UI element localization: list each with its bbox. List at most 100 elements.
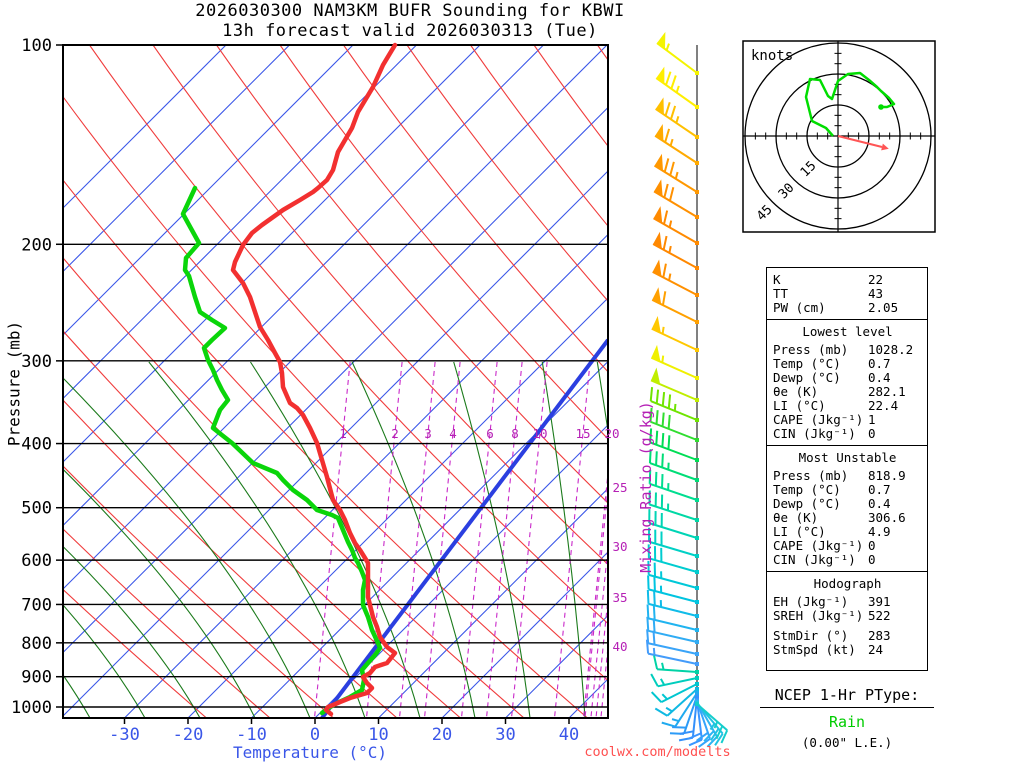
- barb-full: [710, 728, 720, 741]
- barb-half: [661, 662, 665, 670]
- stats-section-most-unstable: Most Unstable Press (mb) 818.9 Temp (°C) 0.7…: [767, 445, 927, 571]
- stats-panel: K 22 TT 43 PW (cm) 2.05 Lowest level Press (mb)…: [766, 267, 928, 671]
- barb-base-dot: [695, 682, 699, 686]
- stat-value: 391: [868, 594, 891, 609]
- dry-adiabat-line: [216, 45, 608, 504]
- barb-staff: [651, 327, 698, 351]
- barb-full: [654, 471, 658, 486]
- barb-staff: [696, 699, 703, 740]
- barb-half: [713, 721, 719, 729]
- barb-full: [645, 639, 650, 654]
- barb-pennant: [655, 97, 664, 115]
- stat-value: 0.7: [868, 356, 891, 371]
- barb-full: [650, 691, 663, 703]
- plot-frame: [62, 44, 609, 719]
- barb-full: [653, 591, 656, 606]
- isotherm-line: [63, 45, 417, 400]
- pressure-tick-label: 700: [21, 595, 52, 615]
- barb-base-dot: [695, 662, 699, 666]
- barb-base-dot: [695, 614, 699, 618]
- pressure-tick-label: 400: [21, 435, 52, 455]
- barb-staff: [656, 42, 698, 74]
- barb-half: [652, 647, 656, 656]
- barb-staff: [648, 540, 698, 557]
- barb-full: [660, 473, 664, 489]
- barb-staff: [648, 617, 698, 631]
- barb-full: [667, 394, 672, 409]
- barb-pennant: [656, 31, 666, 50]
- wind-barb: [650, 673, 699, 688]
- ptype-amount: (0.00" L.E.): [801, 735, 893, 750]
- stat-row: SREH (Jkg⁻¹) 522: [773, 609, 922, 623]
- wind-barb: [648, 469, 699, 502]
- stats-section-indices: K 22 TT 43 PW (cm) 2.05: [767, 268, 927, 319]
- barb-staff: [648, 522, 698, 539]
- isotherm-line: [124, 233, 608, 718]
- dry-adiabat-line: [152, 45, 608, 566]
- barb-full: [703, 730, 715, 742]
- stat-value: 0.4: [868, 496, 891, 511]
- storm-motion-arrowhead: [881, 143, 889, 151]
- mixing-ratio-label: 1: [339, 426, 347, 441]
- mixing-ratio-right-label: 35: [612, 590, 627, 605]
- stat-value: 0.7: [868, 482, 891, 497]
- stat-label: PW (cm): [773, 300, 826, 315]
- pressure-axis-label: Pressure (mb): [4, 320, 24, 447]
- mixing-ratio-line: [553, 361, 591, 718]
- hodograph-trace: [804, 71, 896, 137]
- barb-base-dot: [695, 518, 699, 522]
- barb-full: [646, 604, 650, 619]
- wind-barb: [648, 490, 699, 522]
- stat-row: Press (mb) 1028.2: [773, 343, 922, 357]
- barb-base-dot: [695, 670, 699, 674]
- barb-base-dot: [695, 536, 699, 540]
- stats-section-header: Most Unstable: [798, 450, 897, 465]
- stat-row: Press (mb) 818.9: [773, 469, 922, 483]
- mixing-ratio-label: 20: [604, 426, 619, 441]
- barb-base-dot: [695, 640, 699, 644]
- dry-adiabat-line: [470, 45, 608, 227]
- pressure-tick-label: 500: [21, 499, 52, 519]
- barb-half: [665, 706, 673, 713]
- barb-full: [667, 414, 671, 429]
- barb-half: [673, 403, 677, 412]
- isotherm-line: [63, 106, 608, 654]
- barb-full: [715, 725, 724, 740]
- barb-pennant: [654, 179, 663, 197]
- wind-barb: [649, 387, 699, 422]
- stat-value: 43: [868, 286, 884, 301]
- stat-row: K 22: [773, 273, 922, 287]
- moist-adiabat-line: [63, 468, 256, 718]
- barb-full: [661, 432, 665, 448]
- barb-base-dot: [695, 687, 699, 691]
- isotherm-line: [187, 297, 608, 718]
- barb-full: [679, 730, 694, 735]
- stat-label: Press (mb): [773, 342, 849, 357]
- barb-half: [668, 273, 672, 281]
- barb-base-dot: [695, 320, 699, 324]
- mixing-ratio-axis-label: Mixing Ratio (g/kg): [637, 401, 655, 573]
- stat-row: StmSpd (kt) 24: [773, 643, 922, 657]
- stat-value: 4.9: [868, 524, 891, 539]
- temp-tick-label: 20: [432, 725, 452, 745]
- pressure-tick-label: 100: [21, 36, 52, 56]
- barb-full: [661, 391, 666, 407]
- mixing-ratio-label: 10: [532, 426, 547, 441]
- barb-base-dot: [695, 71, 699, 75]
- stat-row: CAPE (Jkg⁻¹) 1: [773, 413, 922, 427]
- stat-row: Dewp (°C) 0.4: [773, 497, 922, 511]
- barb-pennant: [656, 66, 665, 84]
- barb-full: [688, 738, 703, 747]
- wind-barb: [646, 604, 699, 632]
- barb-staff: [648, 602, 698, 617]
- mixing-ratio-line: [600, 641, 608, 718]
- wind-barb: [655, 97, 699, 139]
- barb-full: [665, 71, 672, 86]
- dry-adiabat-line: [63, 256, 525, 718]
- mixing-ratio-line: [313, 361, 351, 718]
- barb-staff: [650, 420, 698, 441]
- barb-staff: [648, 588, 698, 603]
- barb-half: [661, 326, 665, 334]
- mixing-ratio-label: 8: [511, 426, 519, 441]
